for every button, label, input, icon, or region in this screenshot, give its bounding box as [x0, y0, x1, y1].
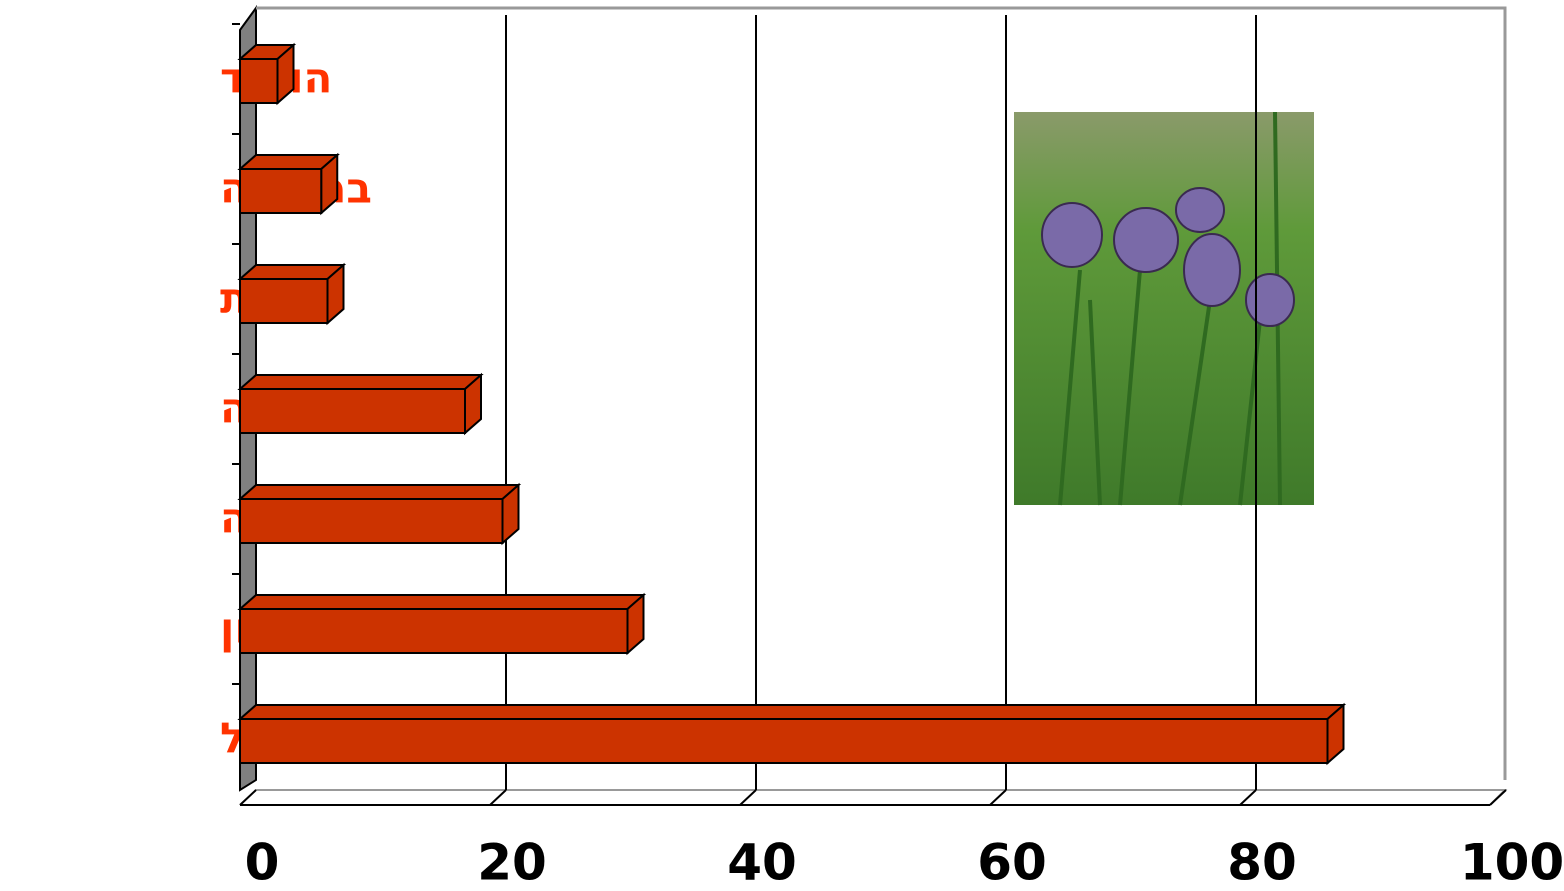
bar-front: [239, 608, 629, 654]
tick-mark: [1489, 789, 1507, 806]
bar-top: [237, 704, 1347, 720]
bar-front: [239, 498, 504, 544]
x-tick-label: 80: [1227, 834, 1297, 891]
tick-mark: [239, 789, 257, 806]
bar: [237, 42, 297, 106]
photo: [1014, 111, 1314, 506]
bar-front: [239, 58, 279, 104]
bar-top: [237, 264, 347, 280]
bar: [237, 482, 522, 546]
bar: [237, 702, 1347, 766]
bar: [237, 262, 347, 326]
x-tick-label: 60: [977, 834, 1047, 891]
tick-mark: [989, 789, 1007, 806]
bar: [237, 592, 647, 656]
bar-front: [239, 388, 466, 434]
tick-mark: [489, 789, 507, 806]
bar-front: [239, 718, 1329, 764]
tick-mark: [739, 789, 757, 806]
x-tick-label: 0: [245, 834, 280, 891]
bar-front: [239, 278, 329, 324]
bar-top: [237, 374, 484, 390]
bar-top: [237, 484, 522, 500]
plot: 020406080100הולנדבריטניהצרפתאיטליהקליפור…: [220, 15, 1564, 891]
bar: [237, 152, 340, 216]
x-tick-label: 20: [477, 834, 547, 891]
x-tick-label: 40: [727, 834, 797, 891]
bar-top: [237, 594, 647, 610]
bar-front: [239, 168, 323, 214]
tick-mark: [1239, 789, 1257, 806]
bar: [237, 372, 484, 436]
x-tick-label: 100: [1460, 834, 1564, 891]
